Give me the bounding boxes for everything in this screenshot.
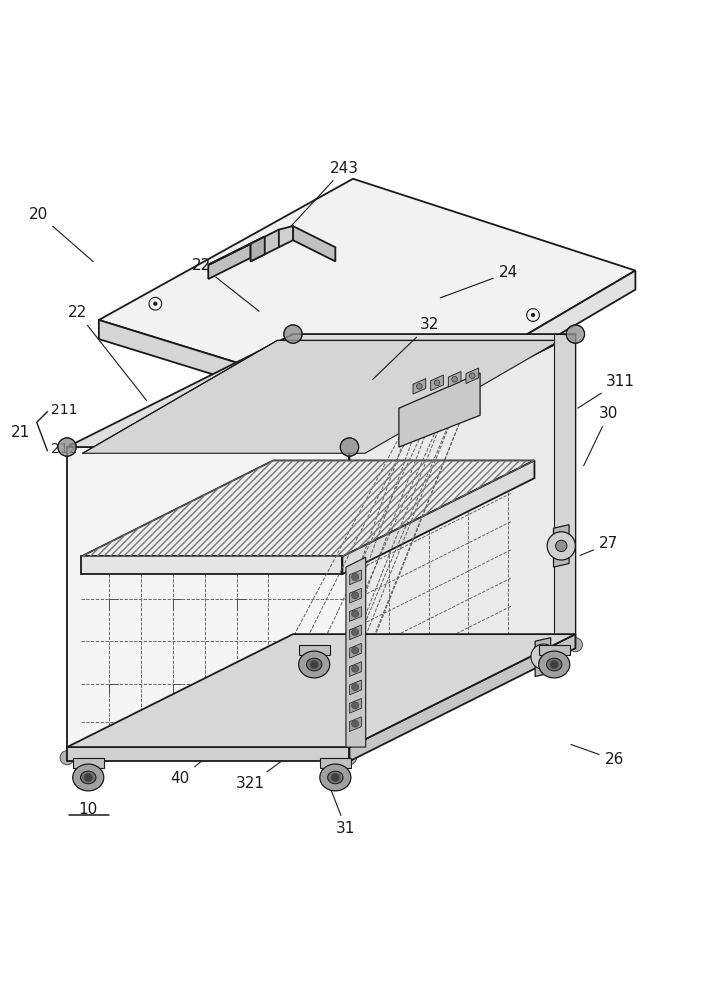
Polygon shape	[554, 525, 569, 567]
Polygon shape	[320, 758, 351, 768]
Circle shape	[550, 660, 558, 669]
Circle shape	[352, 573, 359, 580]
Polygon shape	[99, 320, 395, 431]
Polygon shape	[342, 460, 534, 574]
Circle shape	[352, 702, 359, 709]
Ellipse shape	[299, 651, 330, 678]
Circle shape	[568, 638, 582, 652]
Text: 21: 21	[11, 425, 30, 440]
Polygon shape	[349, 570, 361, 585]
Polygon shape	[413, 379, 426, 394]
Text: 311: 311	[578, 374, 635, 408]
Polygon shape	[81, 460, 534, 556]
Circle shape	[284, 325, 302, 343]
Circle shape	[84, 773, 92, 782]
Polygon shape	[349, 680, 361, 695]
Circle shape	[452, 376, 457, 382]
Polygon shape	[448, 372, 461, 387]
Polygon shape	[251, 230, 279, 261]
Circle shape	[531, 313, 535, 317]
Polygon shape	[466, 368, 479, 384]
Polygon shape	[67, 447, 349, 758]
Circle shape	[352, 720, 359, 727]
Text: 212: 212	[51, 442, 77, 456]
Ellipse shape	[328, 771, 343, 784]
Polygon shape	[349, 717, 361, 732]
Polygon shape	[349, 662, 361, 676]
Polygon shape	[399, 373, 480, 447]
Polygon shape	[251, 237, 265, 261]
Ellipse shape	[539, 651, 570, 678]
Polygon shape	[99, 179, 635, 412]
Ellipse shape	[80, 771, 96, 784]
Text: 211: 211	[51, 403, 78, 417]
Circle shape	[340, 438, 359, 456]
Circle shape	[352, 610, 359, 617]
Text: 10: 10	[78, 802, 98, 817]
Ellipse shape	[546, 658, 562, 671]
Circle shape	[566, 325, 585, 343]
Text: 31: 31	[322, 767, 356, 836]
Polygon shape	[349, 643, 361, 658]
Text: 32: 32	[373, 317, 439, 379]
Polygon shape	[299, 645, 330, 655]
Text: 243: 243	[288, 161, 359, 230]
Polygon shape	[535, 638, 551, 676]
Polygon shape	[293, 226, 335, 261]
Polygon shape	[208, 237, 265, 265]
Ellipse shape	[73, 764, 104, 791]
Polygon shape	[83, 340, 560, 453]
Text: 321: 321	[236, 754, 291, 791]
Polygon shape	[395, 271, 635, 431]
Polygon shape	[554, 334, 575, 645]
Polygon shape	[208, 244, 251, 279]
Polygon shape	[349, 334, 575, 758]
Ellipse shape	[306, 658, 322, 671]
Circle shape	[417, 384, 422, 389]
Text: 20: 20	[29, 207, 93, 262]
Circle shape	[352, 665, 359, 672]
Circle shape	[352, 592, 359, 599]
Circle shape	[153, 302, 157, 306]
Polygon shape	[349, 588, 361, 603]
Ellipse shape	[320, 764, 351, 791]
Polygon shape	[349, 607, 361, 621]
Circle shape	[547, 532, 575, 560]
Polygon shape	[67, 747, 349, 761]
Polygon shape	[67, 334, 575, 447]
Circle shape	[310, 660, 318, 669]
Circle shape	[434, 380, 440, 386]
Polygon shape	[431, 375, 443, 391]
Polygon shape	[349, 625, 361, 640]
Polygon shape	[349, 698, 361, 713]
Circle shape	[58, 438, 76, 456]
Circle shape	[352, 647, 359, 654]
Text: 22: 22	[68, 305, 147, 400]
Circle shape	[60, 751, 74, 765]
Text: 30: 30	[584, 406, 618, 466]
Circle shape	[531, 644, 556, 669]
Text: 22: 22	[191, 258, 259, 311]
Text: 40: 40	[170, 757, 206, 786]
Polygon shape	[539, 645, 570, 655]
Text: 27: 27	[580, 536, 618, 555]
Text: 24: 24	[441, 265, 518, 298]
Polygon shape	[67, 634, 575, 747]
Circle shape	[556, 540, 567, 552]
Circle shape	[342, 751, 357, 765]
Circle shape	[352, 628, 359, 636]
Polygon shape	[81, 556, 342, 574]
Polygon shape	[279, 226, 293, 247]
Circle shape	[469, 373, 475, 379]
Circle shape	[352, 684, 359, 691]
Text: 26: 26	[571, 744, 624, 767]
Polygon shape	[73, 758, 104, 768]
Polygon shape	[346, 557, 366, 747]
Circle shape	[331, 773, 340, 782]
Polygon shape	[349, 634, 575, 761]
